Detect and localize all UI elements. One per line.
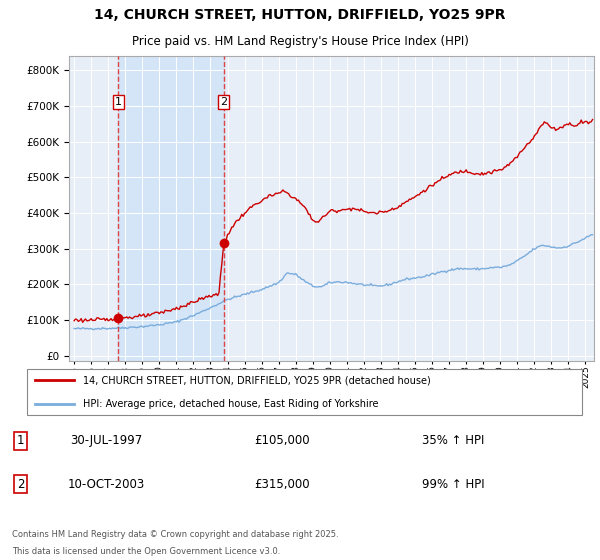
Text: 1: 1 (17, 434, 25, 447)
Text: 30-JUL-1997: 30-JUL-1997 (70, 434, 142, 447)
Text: 2: 2 (17, 478, 25, 491)
Text: £315,000: £315,000 (254, 478, 310, 491)
Text: 14, CHURCH STREET, HUTTON, DRIFFIELD, YO25 9PR (detached house): 14, CHURCH STREET, HUTTON, DRIFFIELD, YO… (83, 375, 431, 385)
Text: This data is licensed under the Open Government Licence v3.0.: This data is licensed under the Open Gov… (12, 548, 280, 557)
Text: Contains HM Land Registry data © Crown copyright and database right 2025.: Contains HM Land Registry data © Crown c… (12, 530, 338, 539)
Bar (118, 56, 224, 361)
Text: £105,000: £105,000 (254, 434, 310, 447)
Text: 10-OCT-2003: 10-OCT-2003 (67, 478, 145, 491)
FancyBboxPatch shape (27, 369, 582, 415)
Text: Price paid vs. HM Land Registry's House Price Index (HPI): Price paid vs. HM Land Registry's House … (131, 35, 469, 48)
Text: 99% ↑ HPI: 99% ↑ HPI (422, 478, 484, 491)
Text: 14, CHURCH STREET, HUTTON, DRIFFIELD, YO25 9PR: 14, CHURCH STREET, HUTTON, DRIFFIELD, YO… (94, 8, 506, 22)
Text: 2: 2 (220, 97, 227, 108)
Text: HPI: Average price, detached house, East Riding of Yorkshire: HPI: Average price, detached house, East… (83, 399, 379, 409)
Text: 1: 1 (115, 97, 122, 108)
Text: 35% ↑ HPI: 35% ↑ HPI (422, 434, 484, 447)
